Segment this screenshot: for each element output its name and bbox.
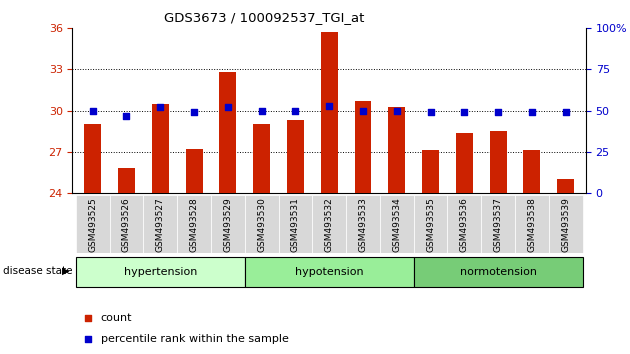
Bar <box>76 257 244 287</box>
Point <box>256 108 266 114</box>
Bar <box>144 195 177 253</box>
Bar <box>244 257 414 287</box>
Text: ▶: ▶ <box>62 266 69 276</box>
Bar <box>278 195 312 253</box>
Point <box>459 109 469 115</box>
Bar <box>380 195 414 253</box>
Bar <box>355 101 372 193</box>
Point <box>493 109 503 115</box>
Bar <box>414 195 447 253</box>
Text: GSM493538: GSM493538 <box>527 198 536 252</box>
Bar <box>186 149 202 193</box>
Point <box>122 113 132 118</box>
Point <box>290 108 301 114</box>
Bar <box>456 133 472 193</box>
Bar <box>388 107 405 193</box>
Bar <box>447 195 481 253</box>
Text: normotension: normotension <box>459 267 537 277</box>
Bar <box>84 124 101 193</box>
Bar <box>490 131 507 193</box>
Point <box>324 103 334 109</box>
Text: GSM493537: GSM493537 <box>493 198 503 252</box>
Bar <box>219 72 236 193</box>
Point <box>358 108 368 114</box>
Bar <box>481 195 515 253</box>
Point <box>425 109 435 115</box>
Bar <box>177 195 211 253</box>
Bar <box>287 120 304 193</box>
Point <box>527 109 537 115</box>
Text: hypotension: hypotension <box>295 267 364 277</box>
Point <box>189 109 199 115</box>
Text: GSM493530: GSM493530 <box>257 198 266 252</box>
Text: GSM493527: GSM493527 <box>156 198 165 252</box>
Point <box>561 109 571 115</box>
Bar <box>549 195 583 253</box>
Text: GSM493532: GSM493532 <box>324 198 334 252</box>
Text: hypertension: hypertension <box>123 267 197 277</box>
Bar <box>211 195 244 253</box>
Bar <box>346 195 380 253</box>
Point <box>464 220 474 226</box>
Point <box>464 32 474 38</box>
Point <box>155 104 165 110</box>
Bar <box>321 33 338 193</box>
Bar <box>414 257 583 287</box>
Bar <box>515 195 549 253</box>
Text: GSM493525: GSM493525 <box>88 198 97 252</box>
Text: percentile rank within the sample: percentile rank within the sample <box>101 334 289 344</box>
Text: GSM493535: GSM493535 <box>426 198 435 252</box>
Bar <box>557 179 574 193</box>
Text: disease state: disease state <box>3 266 72 276</box>
Bar <box>76 195 110 253</box>
Bar <box>110 195 144 253</box>
Text: GSM493526: GSM493526 <box>122 198 131 252</box>
Point <box>223 104 233 110</box>
Bar <box>524 150 541 193</box>
Bar <box>118 168 135 193</box>
Text: GDS3673 / 100092537_TGI_at: GDS3673 / 100092537_TGI_at <box>164 11 365 24</box>
Text: GSM493536: GSM493536 <box>460 198 469 252</box>
Bar <box>152 104 169 193</box>
Text: GSM493539: GSM493539 <box>561 198 570 252</box>
Text: GSM493533: GSM493533 <box>358 198 367 252</box>
Bar <box>312 195 346 253</box>
Point <box>392 108 402 114</box>
Text: GSM493531: GSM493531 <box>291 198 300 252</box>
Point <box>88 108 98 114</box>
Bar <box>422 150 439 193</box>
Bar <box>253 124 270 193</box>
Text: GSM493528: GSM493528 <box>190 198 198 252</box>
Text: GSM493529: GSM493529 <box>224 198 232 252</box>
Text: count: count <box>101 313 132 323</box>
Text: GSM493534: GSM493534 <box>392 198 401 252</box>
Bar <box>244 195 278 253</box>
